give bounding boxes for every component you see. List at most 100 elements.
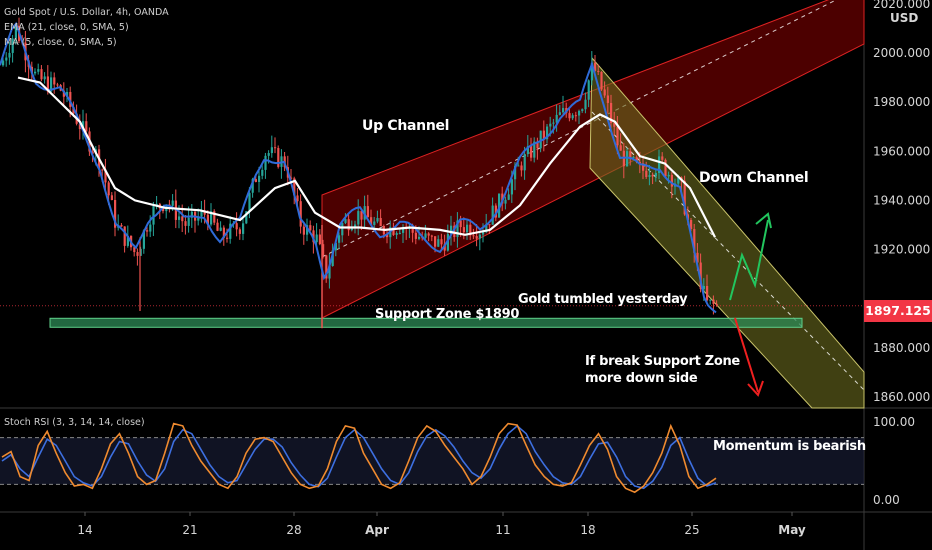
candle-body: [677, 177, 680, 184]
candle-body: [245, 211, 248, 224]
candle-body: [37, 69, 40, 72]
candle-body: [56, 84, 59, 86]
candle-body: [584, 99, 587, 110]
candle-body: [114, 200, 117, 228]
candle-body: [34, 71, 37, 74]
candle-body: [693, 229, 696, 253]
candle-body: [712, 299, 715, 304]
candle-body: [91, 151, 94, 154]
candle-body: [536, 141, 539, 149]
candle-body: [299, 201, 302, 227]
candle-body: [203, 210, 206, 215]
candle-body: [632, 157, 635, 159]
candle-body: [610, 102, 613, 124]
candle-body: [430, 235, 433, 237]
candle-body: [434, 236, 437, 247]
price-tick-label: 1860.000: [873, 390, 930, 404]
candle-body: [590, 62, 593, 81]
candle-body: [11, 38, 14, 53]
candle-body: [546, 126, 549, 140]
currency-label: USD: [890, 11, 919, 25]
candle-body: [443, 244, 446, 251]
candle-body: [709, 299, 712, 301]
candle-body: [226, 237, 229, 239]
candle-body: [626, 151, 629, 167]
candle-body: [133, 247, 136, 253]
time-tick-label: 11: [495, 523, 510, 537]
candle-body: [274, 147, 277, 149]
candle-body: [459, 220, 462, 228]
candle-body: [488, 224, 491, 226]
candle-body: [85, 121, 88, 132]
candle-body: [664, 159, 667, 177]
candle-body: [558, 112, 561, 115]
candle-body: [101, 169, 104, 171]
down-channel-midline: [591, 111, 865, 391]
time-tick-label: 28: [286, 523, 301, 537]
candle-body: [616, 126, 619, 146]
candle-body: [139, 248, 142, 256]
candle-body: [661, 156, 664, 160]
price-tick-label: 1940.000: [873, 193, 930, 207]
candle-body: [341, 222, 344, 236]
candle-body: [318, 234, 321, 245]
candle-body: [482, 232, 485, 235]
candle-body: [72, 106, 75, 114]
candle-body: [82, 121, 85, 130]
candle-body: [629, 151, 632, 158]
candle-body: [258, 175, 261, 182]
break-note-line1: If break Support Zone: [585, 354, 740, 369]
candle-body: [104, 169, 107, 183]
candle-body: [229, 223, 232, 239]
candle-body: [517, 165, 520, 167]
candle-body: [642, 163, 645, 171]
candle-body: [578, 110, 581, 116]
candle-body: [270, 147, 273, 154]
candle-body: [594, 62, 597, 71]
current-price-tag: 1897.125: [864, 300, 932, 322]
candle-body: [347, 219, 350, 231]
candle-body: [466, 224, 469, 233]
candle-body: [350, 228, 353, 231]
price-tick-label: 1960.000: [873, 144, 930, 158]
candle-body: [149, 224, 152, 232]
candle-body: [210, 211, 213, 225]
ma-line: [0, 21, 717, 314]
candle-body: [683, 180, 686, 215]
candle-body: [658, 156, 661, 173]
up-channel-label: Up Channel: [362, 118, 450, 134]
candle-body: [491, 205, 494, 225]
candle-body: [619, 145, 622, 151]
candle-body: [638, 161, 641, 164]
break-note-line2: more down side: [585, 371, 698, 386]
candle-body: [136, 252, 139, 256]
candle-body: [322, 244, 325, 256]
candle-body: [552, 122, 555, 124]
candle-body: [338, 235, 341, 243]
candle-body: [613, 123, 616, 127]
candle-body: [437, 239, 440, 247]
candle-body: [414, 232, 417, 239]
candle-body: [526, 146, 529, 155]
candle-body: [261, 169, 264, 176]
candle-body: [344, 219, 347, 223]
candle-body: [478, 234, 481, 239]
candle-body: [216, 222, 219, 231]
candle-body: [152, 206, 155, 225]
candle-body: [702, 285, 705, 289]
rsi-series-line: [1, 424, 717, 490]
candle-body: [587, 80, 590, 100]
candle-body: [450, 225, 453, 235]
time-tick-label: Apr: [365, 523, 389, 537]
up-channel-midline: [321, 0, 838, 258]
candle-body: [440, 239, 443, 245]
candle-body: [654, 172, 657, 177]
gold-tumbled-label: Gold tumbled yesterday: [518, 292, 688, 307]
candle-body: [395, 233, 398, 235]
candle-body: [334, 242, 337, 251]
time-tick-label: May: [778, 523, 806, 537]
candle-body: [331, 250, 334, 267]
candle-body: [110, 195, 113, 201]
